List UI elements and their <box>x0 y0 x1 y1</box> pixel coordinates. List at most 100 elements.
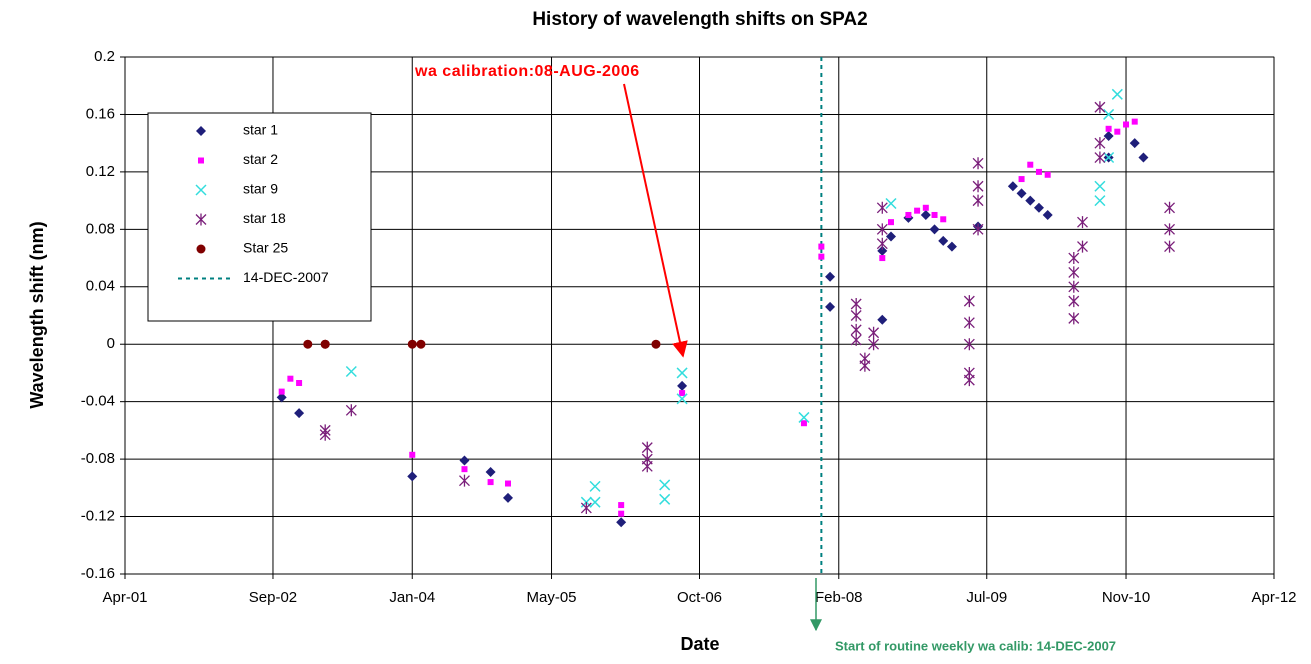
marker-diamond <box>1103 130 1114 141</box>
legend-label: 14-DEC-2007 <box>243 269 329 285</box>
marker-asterisk <box>1068 312 1080 325</box>
marker-x <box>195 184 207 196</box>
marker-diamond <box>1129 138 1140 149</box>
marker-diamond <box>938 235 949 246</box>
marker-asterisk <box>1068 252 1080 265</box>
y-tick-label: 0.08 <box>86 220 115 237</box>
marker-square <box>1114 128 1121 135</box>
marker-asterisk <box>1077 240 1088 253</box>
marker-asterisk <box>195 213 207 226</box>
marker-circle <box>303 339 313 349</box>
marker-x <box>1111 88 1123 100</box>
x-tick-label: Apr-01 <box>102 589 147 606</box>
chart-title: History of wavelength shifts on SPA2 <box>532 9 867 30</box>
marker-diamond <box>1042 209 1053 220</box>
marker-square <box>1027 161 1034 168</box>
marker-asterisk <box>876 201 888 214</box>
marker-x <box>589 480 601 492</box>
marker-square <box>461 466 468 473</box>
marker-square <box>505 480 511 487</box>
series <box>278 118 1138 517</box>
marker-asterisk <box>1068 266 1080 279</box>
marker-diamond <box>1025 195 1036 206</box>
marker-diamond <box>677 380 688 391</box>
marker-diamond <box>459 455 470 466</box>
marker-square <box>287 375 294 382</box>
marker-asterisk <box>1094 101 1106 114</box>
marker-x <box>659 493 671 505</box>
marker-diamond <box>877 314 888 325</box>
x-axis-label: Date <box>680 634 719 654</box>
y-tick-label: 0.12 <box>86 163 115 180</box>
marker-circle <box>651 339 661 349</box>
marker-square <box>409 451 416 458</box>
marker-square <box>888 219 894 226</box>
annotation: wa calibration:08-AUG-2006 <box>414 63 640 80</box>
marker-x <box>659 479 671 491</box>
marker-circle <box>407 339 417 349</box>
marker-diamond <box>1138 152 1149 163</box>
marker-diamond <box>276 392 287 403</box>
marker-square <box>818 243 825 250</box>
y-tick-label: 0.16 <box>86 105 115 122</box>
marker-asterisk <box>641 460 653 473</box>
marker-square <box>1131 118 1138 125</box>
x-tick-label: Feb-08 <box>815 589 863 606</box>
y-tick-label: -0.08 <box>81 450 115 467</box>
marker-diamond <box>886 231 896 242</box>
y-tick-label: 0.04 <box>86 278 115 295</box>
marker-asterisk <box>1094 137 1106 150</box>
marker-diamond <box>1033 202 1044 213</box>
marker-diamond <box>196 126 206 136</box>
marker-square <box>931 211 938 218</box>
marker-square <box>618 502 625 509</box>
marker-asterisk <box>963 338 975 351</box>
series <box>303 339 661 349</box>
marker-square <box>940 216 947 223</box>
marker-diamond <box>485 467 496 478</box>
marker-asterisk <box>1164 240 1176 253</box>
marker-asterisk <box>859 359 871 372</box>
marker-asterisk <box>972 180 984 193</box>
marker-square <box>879 255 886 262</box>
annotation: Start of routine weekly wa calib: 14-DEC… <box>835 638 1116 653</box>
marker-diamond <box>503 492 513 503</box>
y-axis-label: Wavelength shift (nm) <box>27 221 47 408</box>
marker-x <box>1094 180 1106 192</box>
marker-x <box>1103 108 1115 120</box>
marker-diamond <box>920 209 931 220</box>
marker-diamond <box>294 408 305 419</box>
marker-x <box>1094 195 1106 207</box>
marker-asterisk <box>1077 216 1088 229</box>
marker-square <box>296 379 303 386</box>
marker-asterisk <box>850 309 862 322</box>
x-tick-label: Nov-10 <box>1102 589 1150 606</box>
legend-label: star 9 <box>243 181 278 197</box>
marker-asterisk <box>1164 201 1176 214</box>
marker-square <box>1018 176 1025 183</box>
marker-asterisk <box>319 428 331 441</box>
marker-asterisk <box>1068 295 1080 308</box>
marker-asterisk <box>345 404 357 417</box>
marker-asterisk <box>972 223 984 236</box>
marker-asterisk <box>876 223 888 236</box>
marker-square <box>1035 168 1042 175</box>
marker-x <box>676 367 688 379</box>
legend-box <box>147 112 372 322</box>
marker-asterisk <box>972 194 984 207</box>
marker-asterisk <box>1164 223 1176 236</box>
marker-asterisk <box>850 333 862 346</box>
marker-square <box>198 157 204 164</box>
marker-square <box>278 388 285 395</box>
series <box>345 88 1123 508</box>
x-tick-label: Apr-12 <box>1251 589 1296 606</box>
marker-square <box>618 510 625 517</box>
marker-diamond <box>877 245 888 256</box>
marker-asterisk <box>1068 280 1080 293</box>
annotation-arrow <box>623 83 688 358</box>
marker-circle <box>196 244 206 254</box>
marker-diamond <box>1007 181 1018 192</box>
marker-diamond <box>407 471 418 482</box>
marker-circle <box>416 339 426 349</box>
